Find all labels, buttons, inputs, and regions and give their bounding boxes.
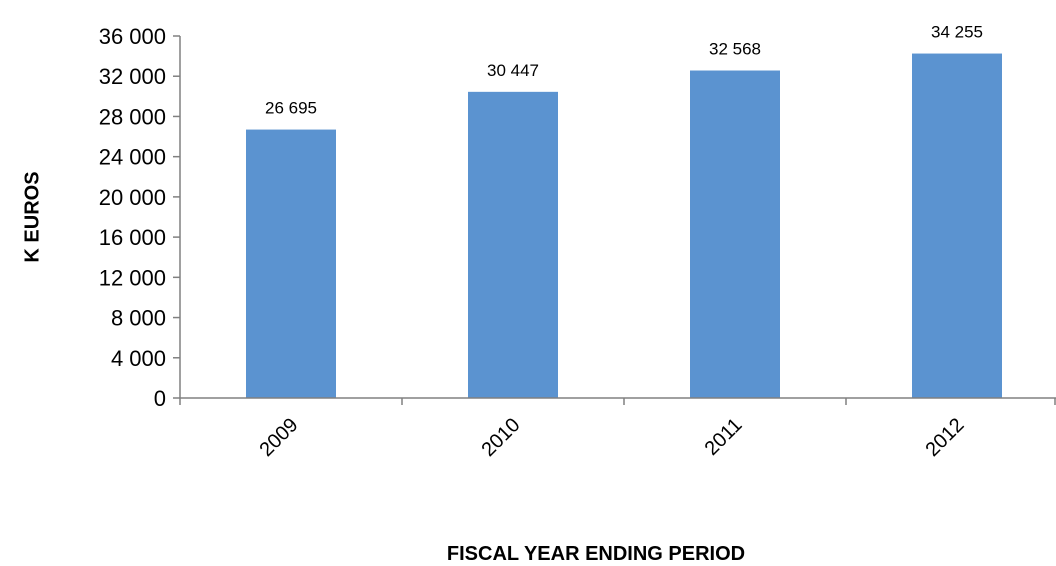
x-tick-label-2012: 2012: [922, 414, 969, 461]
y-tick-label: 32 000: [99, 64, 166, 89]
x-tick-label-2009: 2009: [256, 414, 303, 461]
y-tick-label: 36 000: [99, 24, 166, 49]
x-tick-label-2011: 2011: [701, 414, 747, 460]
y-tick-label: 4 000: [111, 346, 166, 371]
x-axis-ticks: 2009 2010 2011 2012: [179, 398, 1056, 461]
data-label-2011: 32 568: [709, 40, 761, 59]
y-tick-label: 0: [154, 386, 166, 411]
bar-2010: [468, 91, 558, 398]
y-tick-label: 8 000: [111, 306, 166, 331]
bar-2009: [246, 129, 336, 398]
data-label-2010: 30 447: [487, 61, 539, 80]
bar-2012: [912, 53, 1002, 399]
y-tick-label: 24 000: [99, 145, 166, 170]
y-tick-label: 28 000: [99, 104, 166, 129]
data-label-2012: 34 255: [931, 23, 983, 42]
x-tick-label-2010: 2010: [478, 414, 525, 461]
y-tick-label: 20 000: [99, 185, 166, 210]
y-tick-label: 16 000: [99, 225, 166, 250]
y-axis-title: K EUROS: [21, 171, 43, 262]
data-label-2009: 26 695: [265, 99, 317, 118]
bar-2011: [690, 70, 780, 398]
y-tick-label: 12 000: [99, 265, 166, 290]
y-axis-ticks: 0 4 000 8 000 12 000 16 000 20 000 24 000 28 00…: [99, 24, 180, 411]
bars: 26 695 30 447 32 568 34 255: [246, 23, 1002, 399]
x-axis-title: FISCAL YEAR ENDING PERIOD: [447, 543, 745, 565]
